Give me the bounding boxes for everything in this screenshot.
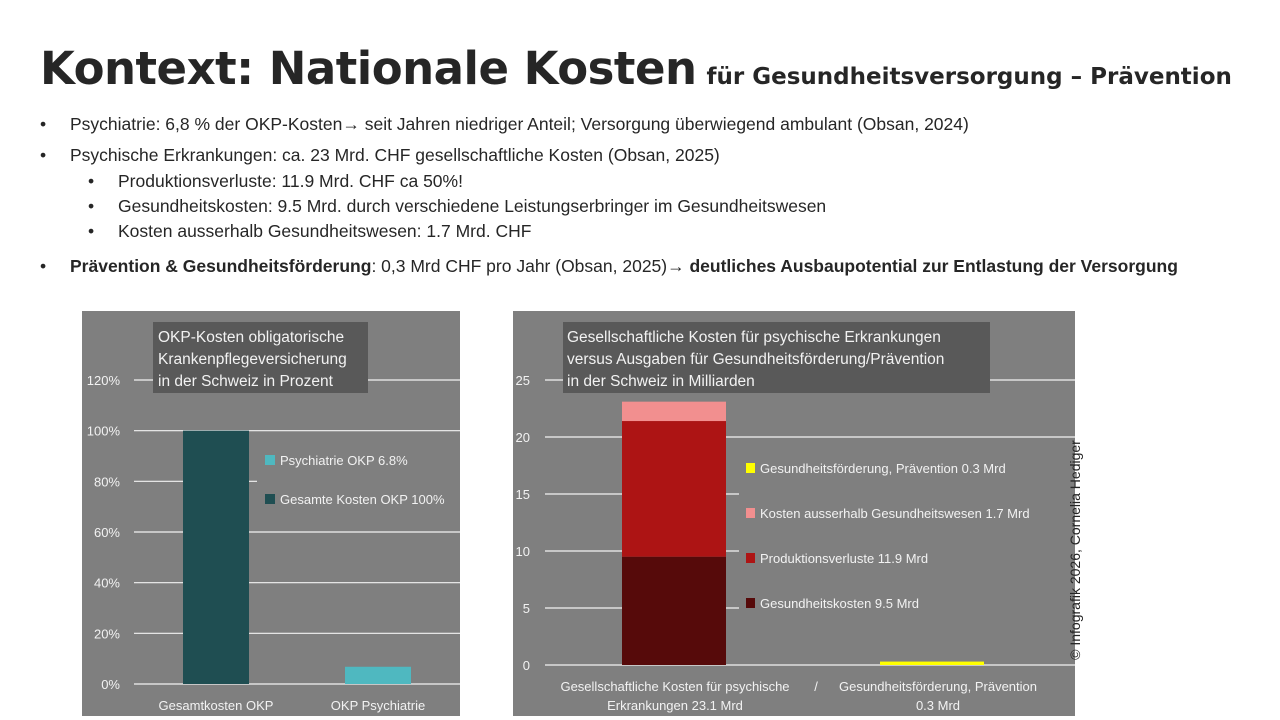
chart-title: OKP-Kosten obligatorische bbox=[158, 329, 344, 346]
legend-swatch bbox=[265, 494, 275, 504]
y-tick-label: 0 bbox=[523, 658, 530, 673]
x-tick-label: Gesellschaftliche Kosten für psychische bbox=[560, 679, 789, 694]
y-tick-label: 0% bbox=[101, 677, 120, 692]
bar-segment bbox=[622, 421, 726, 557]
legend-label: Psychiatrie OKP 6.8% bbox=[280, 453, 408, 468]
chart-title: versus Ausgaben für Gesundheitsförderung… bbox=[567, 351, 944, 368]
y-tick-label: 80% bbox=[94, 474, 120, 489]
legend-swatch bbox=[746, 463, 755, 473]
y-tick-label: 25 bbox=[516, 373, 530, 388]
chart-title: in der Schweiz in Prozent bbox=[158, 373, 334, 390]
chart-title: in der Schweiz in Milliarden bbox=[567, 373, 755, 390]
costs-chart-svg: 0 5 10 15 20 25 Gesellschaftliche Kosten für p… bbox=[516, 322, 1075, 713]
y-tick-label: 120% bbox=[87, 373, 121, 388]
title-sub: für Gesundheitsversorgung – Prävention bbox=[706, 64, 1232, 90]
costs-chart: 0 5 10 15 20 25 Gesellschaftliche Kosten für p… bbox=[513, 311, 1075, 716]
legend-swatch bbox=[265, 455, 275, 465]
chart-title: Gesellschaftliche Kosten für psychische … bbox=[567, 329, 941, 346]
legend-label: Gesundheitskosten 9.5 Mrd bbox=[760, 596, 919, 611]
x-tick-label: Gesundheitsförderung, Prävention bbox=[839, 679, 1037, 694]
x-tick-label: OKP Psychiatrie bbox=[331, 698, 425, 713]
okp-chart: 0% 20% 40% 60% 80% 100% 120% Gesamtkosten OKP OK… bbox=[82, 311, 460, 716]
bar bbox=[345, 666, 411, 684]
x-tick-label: Gesamtkosten OKP bbox=[159, 698, 274, 713]
legend-label: Kosten ausserhalb Gesundheitswesen 1.7 M… bbox=[760, 506, 1030, 521]
y-tick-label: 20 bbox=[516, 430, 530, 445]
legend-swatch bbox=[746, 508, 755, 518]
y-tick-label: 5 bbox=[523, 601, 530, 616]
page-title: Kontext: Nationale Kosten für Gesundheits… bbox=[40, 42, 1232, 95]
y-tick-label: 10 bbox=[516, 544, 530, 559]
title-main: Kontext: Nationale Kosten bbox=[40, 42, 697, 95]
y-tick-label: 60% bbox=[94, 525, 120, 540]
x-tick-label: 0.3 Mrd bbox=[916, 698, 960, 713]
y-tick-label: 20% bbox=[94, 626, 120, 641]
legend-bg bbox=[257, 447, 460, 509]
legend-bg bbox=[739, 453, 1075, 615]
legend-label: Produktionsverluste 11.9 Mrd bbox=[760, 551, 928, 566]
bar-segment bbox=[880, 661, 984, 665]
y-tick-label: 40% bbox=[94, 576, 120, 591]
x-label-separator: / bbox=[814, 679, 818, 694]
chart-title-box bbox=[563, 322, 990, 393]
legend-label: Gesundheitsförderung, Prävention 0.3 Mrd bbox=[760, 461, 1006, 476]
okp-chart-svg: 0% 20% 40% 60% 80% 100% 120% Gesamtkosten OKP OK… bbox=[87, 322, 460, 713]
bar-segment bbox=[622, 556, 726, 665]
chart-title: Krankenpflegeversicherung bbox=[158, 351, 347, 368]
y-tick-label: 100% bbox=[87, 424, 121, 439]
chart-title-box bbox=[153, 322, 368, 393]
bar-segment bbox=[622, 401, 726, 422]
legend-label: Gesamte Kosten OKP 100% bbox=[280, 492, 445, 507]
copyright: © Infografik 2026, Cornelia Hediger bbox=[1067, 440, 1083, 660]
bar bbox=[183, 430, 249, 684]
legend-swatch bbox=[746, 598, 755, 608]
legend-swatch bbox=[746, 553, 755, 563]
x-tick-label: Erkrankungen 23.1 Mrd bbox=[607, 698, 743, 713]
y-tick-label: 15 bbox=[516, 487, 530, 502]
